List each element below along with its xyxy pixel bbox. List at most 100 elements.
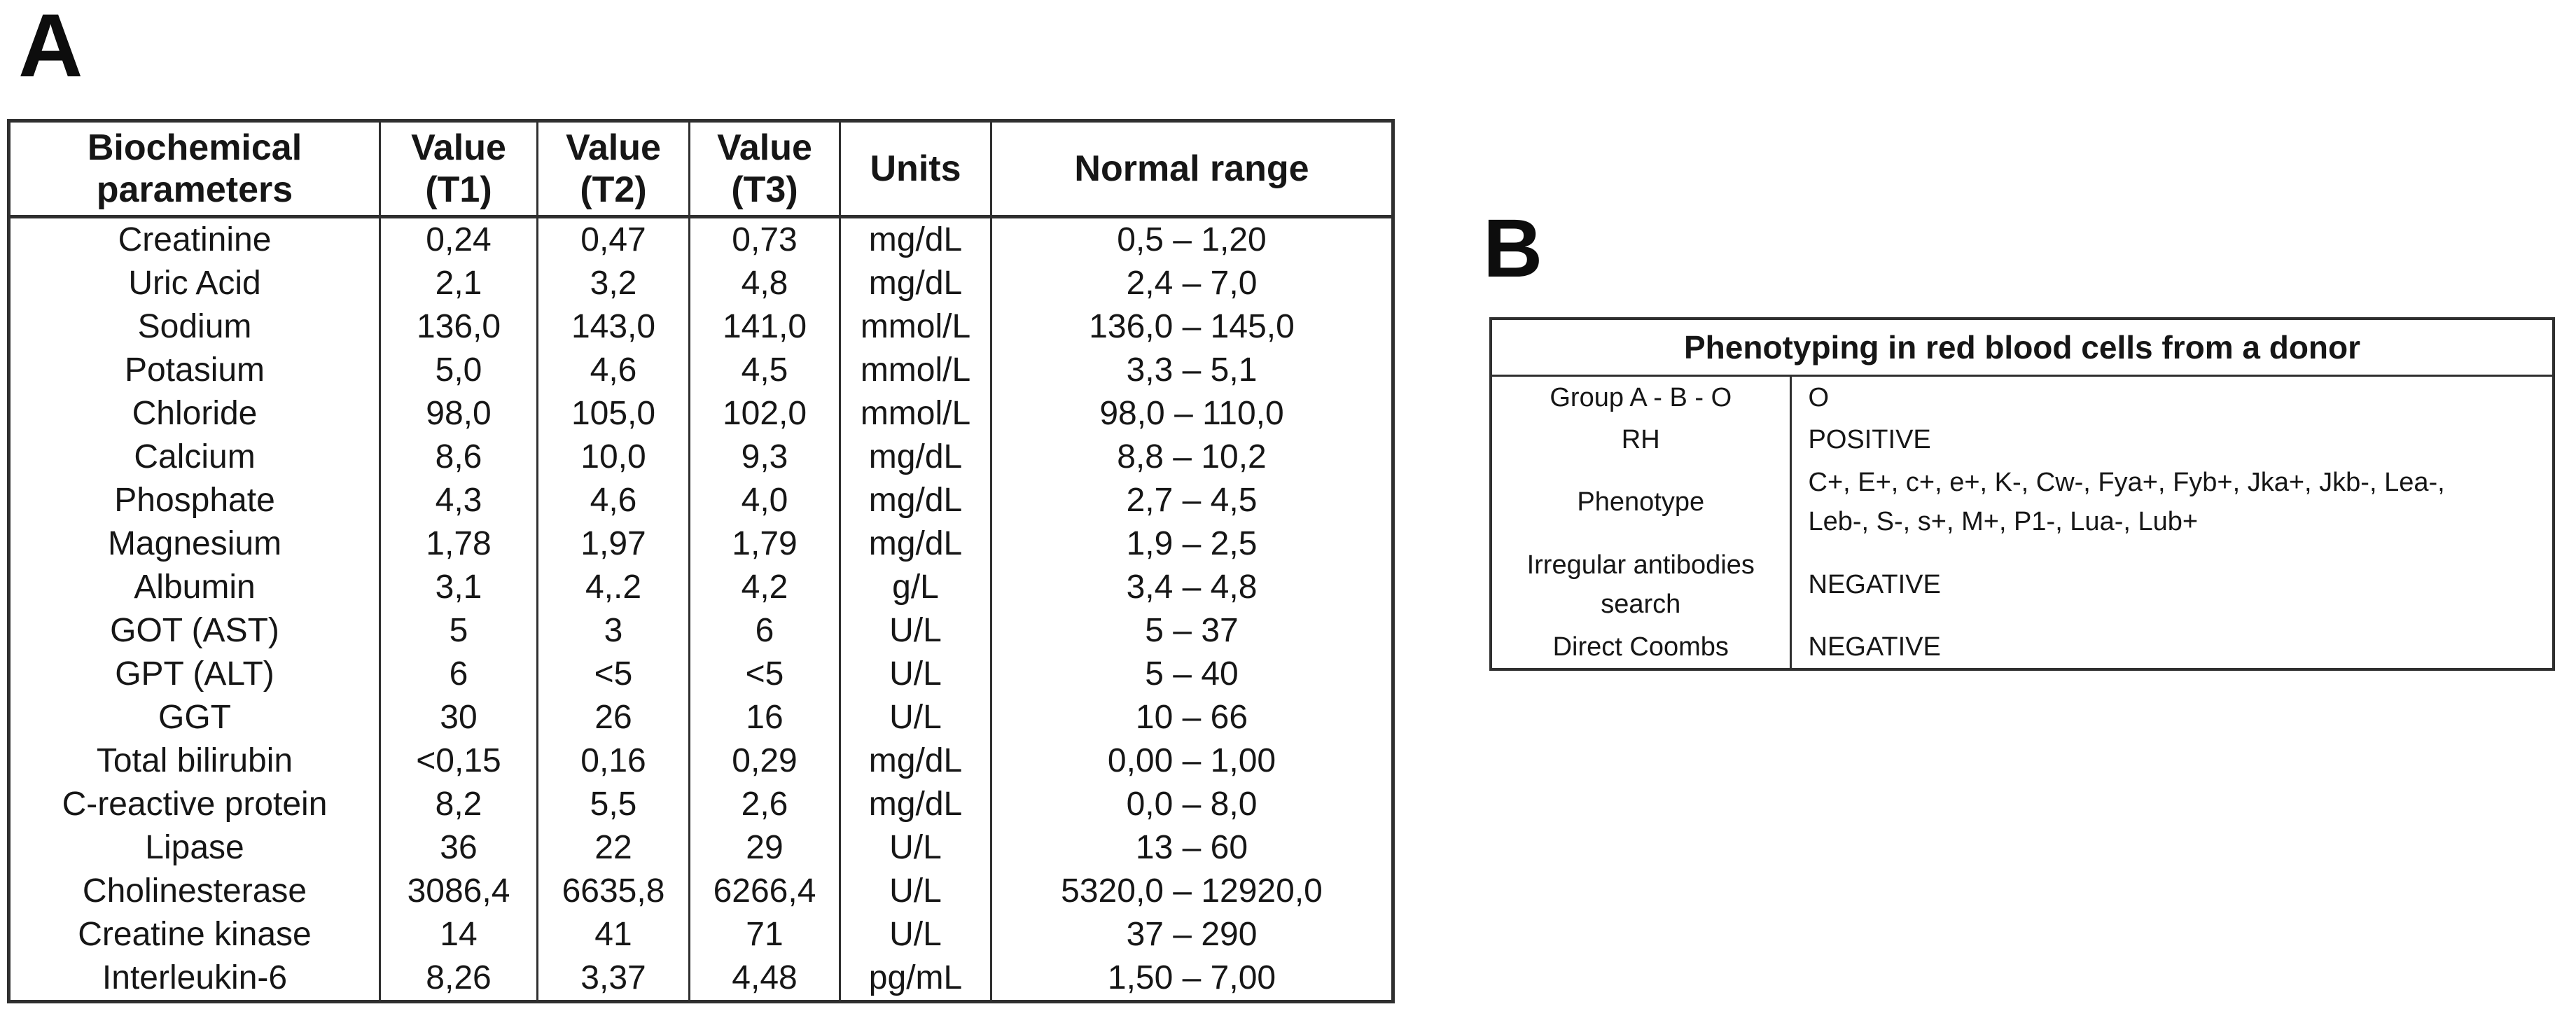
- units: U/L: [839, 696, 991, 739]
- table-row: GPT (ALT) 6 <5 <5 U/L 5 – 40: [9, 653, 1393, 696]
- value-t3: 29: [688, 826, 840, 870]
- table-row: Lipase 36 22 29 U/L 13 – 60: [9, 826, 1393, 870]
- value-t3: 0,73: [688, 216, 840, 262]
- value-t1: 2,1: [379, 262, 538, 305]
- header-line: Biochemical: [87, 127, 302, 168]
- value-t3: 16: [688, 696, 840, 739]
- table-row: Creatinine 0,24 0,47 0,73 mg/dL 0,5 – 1,20: [9, 216, 1393, 262]
- column-header-normal-range: Normal range: [990, 120, 1393, 218]
- parameter-name: GGT: [158, 699, 231, 736]
- value-t3: 6: [688, 609, 840, 653]
- table-row: RH POSITIVE: [1491, 419, 2554, 461]
- value-t1: 0,24: [379, 216, 538, 262]
- table-row: GGT 30 26 16 U/L 10 – 66: [9, 696, 1393, 739]
- normal-range: 5 – 37: [990, 609, 1393, 653]
- units: mg/dL: [839, 739, 991, 783]
- table-row: GOT (AST) 5 3 6 U/L 5 – 37: [9, 609, 1393, 653]
- column-header-value-t1: Value (T1): [379, 120, 538, 218]
- units: mmol/L: [839, 305, 991, 349]
- phenotyping-table-body: Group A - B - O O RH POSITIVE Phenotype C+, E…: [1491, 375, 2554, 669]
- value-t3: 0,29: [688, 739, 840, 783]
- value-t2: 4,.2: [536, 566, 690, 609]
- units: mmol/L: [839, 392, 991, 436]
- parameter-name: Uric Acid: [128, 265, 261, 302]
- parameter-name: GPT (ALT): [115, 655, 274, 693]
- value-t3: 4,2: [688, 566, 840, 609]
- value-t2: 26: [536, 696, 690, 739]
- parameter-name: Sodium: [137, 308, 252, 345]
- units: mmol/L: [839, 349, 991, 392]
- table-row: Interleukin-6 8,26 3,37 4,48 pg/mL 1,50 – 7,0…: [9, 956, 1393, 1002]
- header-row: Phenotyping in red blood cells from a do…: [1491, 319, 2554, 377]
- table-row: Potasium 5,0 4,6 4,5 mmol/L 3,3 – 5,1: [9, 349, 1393, 392]
- value-t2: 10,0: [536, 436, 690, 479]
- units: mg/dL: [839, 436, 991, 479]
- table-row: Uric Acid 2,1 3,2 4,8 mg/dL 2,4 – 7,0: [9, 262, 1393, 305]
- table-row: Phenotype C+, E+, c+, e+, K-, Cw-, Fya+, …: [1491, 461, 2554, 543]
- value-t1: 3086,4: [379, 870, 538, 913]
- value-t2: <5: [536, 653, 690, 696]
- parameter-name: Creatinine: [118, 221, 272, 258]
- phenotyping-table: Phenotyping in red blood cells from a do…: [1489, 317, 2556, 671]
- parameter-name: Calcium: [134, 438, 256, 475]
- table-row: Albumin 3,1 4,.2 4,2 g/L 3,4 – 4,8: [9, 566, 1393, 609]
- units: g/L: [839, 566, 991, 609]
- column-header-units: Units: [839, 120, 991, 218]
- header-line: (T1): [425, 169, 492, 210]
- units: U/L: [839, 913, 991, 956]
- value-t2: 0,47: [536, 216, 690, 262]
- parameter-name: Total bilirubin: [96, 742, 293, 779]
- panel-b-label: B: [1483, 202, 1543, 295]
- value-t1: 36: [379, 826, 538, 870]
- value-t3: 4,8: [688, 262, 840, 305]
- label-line: RH: [1621, 425, 1660, 454]
- test-name: Irregular antibodies search: [1491, 543, 1790, 626]
- value-t2: 4,6: [536, 349, 690, 392]
- biochem-table-header: Biochemical parameters Value (T1) Value (T2…: [8, 120, 1393, 218]
- value-t3: 9,3: [688, 436, 840, 479]
- value-t3: 6266,4: [688, 870, 840, 913]
- parameter-name: Phosphate: [114, 482, 275, 519]
- test-result: POSITIVE: [1789, 419, 2554, 461]
- label-line: Group A - B - O: [1550, 383, 1732, 412]
- value-t3: 141,0: [688, 305, 840, 349]
- table-row: Group A - B - O O: [1491, 375, 2554, 419]
- value-t1: 5: [379, 609, 538, 653]
- header-line: (T2): [580, 169, 647, 210]
- parameter-name: Chloride: [132, 395, 258, 432]
- value-t1: 3,1: [379, 566, 538, 609]
- test-result: NEGATIVE: [1789, 543, 2554, 626]
- value-t1: 5,0: [379, 349, 538, 392]
- parameter-name: Albumin: [134, 569, 256, 606]
- value-t1: 30: [379, 696, 538, 739]
- value-line: NEGATIVE: [1808, 570, 1941, 599]
- table-row: Sodium 136,0 143,0 141,0 mmol/L 136,0 – 145,0: [9, 305, 1393, 349]
- table-row: Chloride 98,0 105,0 102,0 mmol/L 98,0 – 110,0: [9, 392, 1393, 436]
- table-row: Phosphate 4,3 4,6 4,0 mg/dL 2,7 – 4,5: [9, 479, 1393, 522]
- value-t2: 3: [536, 609, 690, 653]
- panel-a-label: A: [18, 0, 83, 96]
- label-line: Phenotype: [1577, 487, 1705, 517]
- value-line: C+, E+, c+, e+, K-, Cw-, Fya+, Fyb+, Jka…: [1808, 468, 2445, 497]
- value-line: NEGATIVE: [1808, 632, 1941, 662]
- normal-range: 3,4 – 4,8: [990, 566, 1393, 609]
- normal-range: 2,7 – 4,5: [990, 479, 1393, 522]
- phenotyping-table-header: Phenotyping in red blood cells from a do…: [1491, 319, 2554, 377]
- value-t2: 3,37: [536, 956, 690, 1002]
- units: U/L: [839, 653, 991, 696]
- parameter-name: Interleukin-6: [102, 959, 288, 996]
- test-result: C+, E+, c+, e+, K-, Cw-, Fya+, Fyb+, Jka…: [1789, 461, 2554, 543]
- value-t2: 105,0: [536, 392, 690, 436]
- value-t3: <5: [688, 653, 840, 696]
- value-t1: 8,26: [379, 956, 538, 1002]
- value-t1: 14: [379, 913, 538, 956]
- normal-range: 37 – 290: [990, 913, 1393, 956]
- normal-range: 10 – 66: [990, 696, 1393, 739]
- normal-range: 0,0 – 8,0: [990, 783, 1393, 826]
- phenotyping-table-title: Phenotyping in red blood cells from a do…: [1491, 319, 2554, 377]
- value-t1: 1,78: [379, 522, 538, 566]
- normal-range: 0,00 – 1,00: [990, 739, 1393, 783]
- header-row: Biochemical parameters Value (T1) Value (T2…: [8, 120, 1393, 218]
- value-t1: 136,0: [379, 305, 538, 349]
- normal-range: 5 – 40: [990, 653, 1393, 696]
